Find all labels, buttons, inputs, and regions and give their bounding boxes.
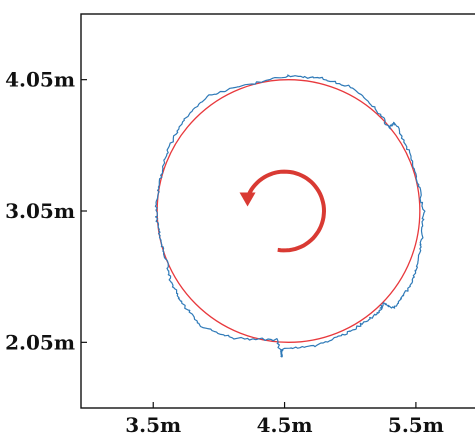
y-tick-label: 2.05m <box>5 330 75 354</box>
plot-frame <box>80 13 475 409</box>
x-tick-label: 3.5m <box>125 413 181 436</box>
measured-trajectory-line <box>154 74 426 358</box>
axis-ticks: 3.5m 4.5m 5.5m 4.05m 3.05m 2.05m <box>5 68 444 436</box>
reference-circle <box>156 79 421 343</box>
y-tick-label: 4.05m <box>5 68 75 92</box>
chart-marks <box>154 74 426 358</box>
x-tick-label: 5.5m <box>388 413 444 436</box>
x-tick-label: 4.5m <box>257 413 313 436</box>
direction-arrow-head <box>239 192 256 207</box>
y-tick-label: 3.05m <box>5 199 75 223</box>
direction-arrow-arc <box>245 169 327 253</box>
